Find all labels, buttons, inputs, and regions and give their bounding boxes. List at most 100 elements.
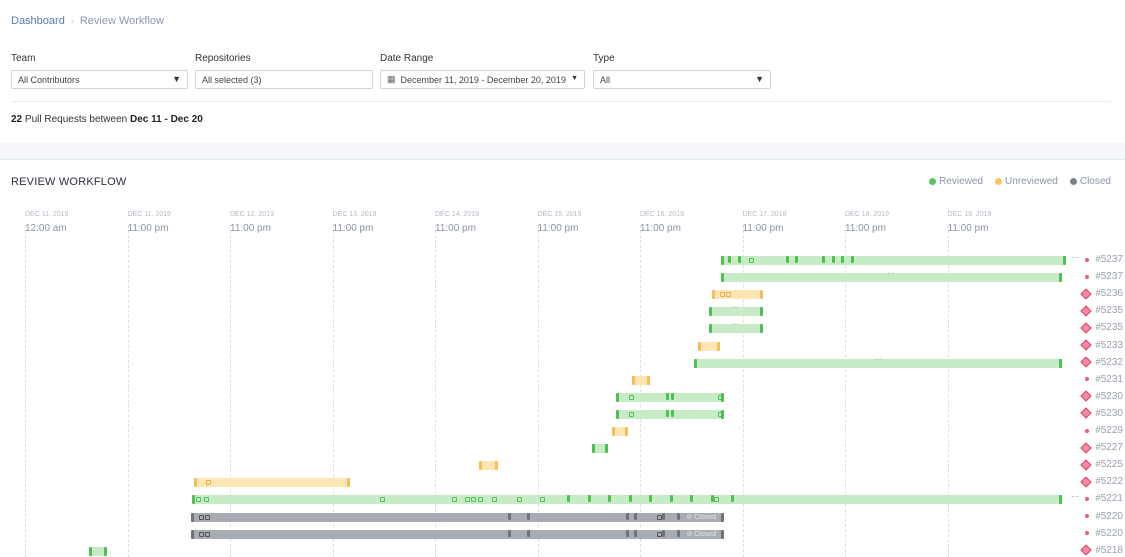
pr-timeline-bar[interactable]: ⊘ Closed xyxy=(191,512,725,522)
pr-timeline-bar[interactable] xyxy=(631,375,651,385)
pr-timeline-bar[interactable] xyxy=(720,256,1067,265)
breadcrumb: Dashboard › Review Workflow xyxy=(11,15,164,27)
pr-timeline-bar[interactable] xyxy=(192,495,1063,505)
review-event-mark xyxy=(676,529,680,537)
bar-end-cap xyxy=(721,529,725,539)
bar-end-cap xyxy=(760,290,763,300)
bar-start-cap xyxy=(88,546,92,556)
axis-gridline xyxy=(845,225,846,557)
comment-icon xyxy=(199,514,205,520)
pr-number: #5227 xyxy=(1095,442,1123,454)
pr-timeline-bar[interactable]: ··· xyxy=(694,355,1063,368)
bar-start-cap xyxy=(708,307,712,317)
pr-number-label[interactable]: #5227 xyxy=(1080,441,1123,454)
pr-number: #5220 xyxy=(1095,527,1123,539)
comment-icon xyxy=(719,292,725,298)
date-range-picker[interactable]: ▦ December 11, 2019 - December 20, 2019 … xyxy=(380,70,585,89)
pr-timeline-bar[interactable] xyxy=(616,409,725,419)
pr-timeline-bar[interactable] xyxy=(612,427,628,436)
axis-time-label: 11:00 pm xyxy=(947,223,989,234)
pr-number-label[interactable]: #5237 xyxy=(1085,271,1123,282)
pr-number-label[interactable]: #5236 xyxy=(1080,288,1123,300)
bar-end-cap xyxy=(1059,273,1063,283)
axis-gridline xyxy=(230,225,231,557)
bar-end-cap xyxy=(1059,358,1063,368)
pull-request-summary: 22 Pull Requests between Dec 11 - Dec 20 xyxy=(11,114,203,125)
pr-timeline-bar[interactable] xyxy=(616,392,725,402)
pr-number-label[interactable]: #5235 xyxy=(1080,322,1123,334)
repositories-select[interactable]: All selected (3) xyxy=(195,70,373,89)
bar-start-cap xyxy=(191,512,195,522)
unreviewed-diamond-icon xyxy=(1080,356,1092,368)
review-event-mark xyxy=(527,512,531,520)
axis-gridline xyxy=(947,225,949,557)
repositories-label: Repositories xyxy=(195,53,251,64)
pr-timeline-bar[interactable] xyxy=(479,461,498,471)
pr-number-label[interactable]: #5235 xyxy=(1080,305,1123,317)
legend-item-reviewed[interactable]: Reviewed xyxy=(929,176,983,187)
axis-time-label: 11:00 pm xyxy=(435,223,476,234)
unreviewed-diamond-icon xyxy=(1080,407,1092,420)
legend-label-closed: Closed xyxy=(1079,176,1111,187)
review-event-mark xyxy=(661,529,665,537)
bar-end-cap xyxy=(716,341,720,351)
pr-number-label[interactable]: #5220 xyxy=(1085,511,1123,522)
pr-number: #5235 xyxy=(1095,322,1123,334)
axis-date-label: DEC 15, 2019 xyxy=(537,211,582,218)
comment-icon xyxy=(539,497,545,503)
axis-date-label: DEC 19, 2019 xyxy=(947,211,992,218)
pr-timeline-bar[interactable] xyxy=(194,478,350,488)
status-dot-icon xyxy=(1085,514,1090,518)
more-events-indicator: ··· xyxy=(874,355,882,363)
closed-status-tag: ⊘ Closed xyxy=(686,530,717,538)
pr-number-label[interactable]: #5233 xyxy=(1080,339,1123,351)
breadcrumb-dashboard-link[interactable]: Dashboard xyxy=(11,15,65,27)
pr-number: #5230 xyxy=(1095,390,1123,402)
pr-number-label[interactable]: ··· #5221 xyxy=(1071,492,1123,504)
pr-timeline-bar[interactable]: ··· xyxy=(720,270,1063,283)
axis-time-label: 11:00 pm xyxy=(332,223,374,234)
team-select[interactable]: All Contributors ▼ xyxy=(11,70,188,89)
legend-item-unreviewed[interactable]: Unreviewed xyxy=(995,176,1058,187)
legend-dot-reviewed xyxy=(929,178,937,185)
review-workflow-timeline: DEC 11, 2019 12:00 am DEC 11, 2019 11:00 pm… xyxy=(0,205,1125,557)
bar-start-cap xyxy=(720,273,724,283)
pr-number-label[interactable]: #5230 xyxy=(1080,407,1123,420)
pr-number-label[interactable]: ··· #5237 xyxy=(1071,253,1123,265)
pr-number-label[interactable]: #5230 xyxy=(1080,390,1123,402)
legend-item-closed[interactable]: Closed xyxy=(1069,176,1111,187)
comment-icon xyxy=(713,497,719,503)
pr-number-label[interactable]: #5229 xyxy=(1085,425,1123,436)
axis-date-label: DEC 12, 2019 xyxy=(230,211,274,218)
axis-gridline xyxy=(127,225,129,557)
type-select[interactable]: All ▼ xyxy=(593,70,771,89)
section-title: REVIEW WORKFLOW xyxy=(11,176,127,188)
bar-end-cap xyxy=(759,324,763,334)
chevron-down-icon: ▼ xyxy=(172,74,181,84)
pr-timeline-bar[interactable] xyxy=(591,444,609,454)
pr-timeline-bar[interactable] xyxy=(88,546,107,556)
pr-number-label[interactable]: #5232 xyxy=(1080,356,1123,368)
pr-number-label[interactable]: #5222 xyxy=(1080,476,1123,488)
pr-number: #5237 xyxy=(1095,271,1123,283)
comment-icon xyxy=(492,497,498,503)
pr-timeline-bar[interactable]: ⊘ Closed xyxy=(191,529,725,539)
bar-end-cap xyxy=(103,546,107,556)
comment-icon xyxy=(657,531,663,537)
pr-number-label[interactable]: #5231 xyxy=(1085,374,1123,385)
bar-start-cap xyxy=(616,392,620,402)
review-event-mark xyxy=(608,495,612,503)
review-event-mark xyxy=(831,256,835,263)
pr-timeline-bar[interactable] xyxy=(711,290,763,300)
pr-number-label[interactable]: #5220 xyxy=(1085,528,1123,539)
pr-timeline-bar[interactable]: ··· xyxy=(708,304,763,317)
bar-start-cap xyxy=(591,444,595,454)
bar-end-cap xyxy=(647,375,651,385)
pr-timeline-bar[interactable]: ··· xyxy=(708,321,763,334)
pr-timeline-bar[interactable] xyxy=(698,341,720,351)
team-label: Team xyxy=(11,53,36,64)
comment-icon xyxy=(748,258,754,263)
pr-number-label[interactable]: #5218 xyxy=(1080,544,1123,556)
pr-number-label[interactable]: #5225 xyxy=(1080,459,1123,471)
review-event-mark xyxy=(633,529,637,537)
